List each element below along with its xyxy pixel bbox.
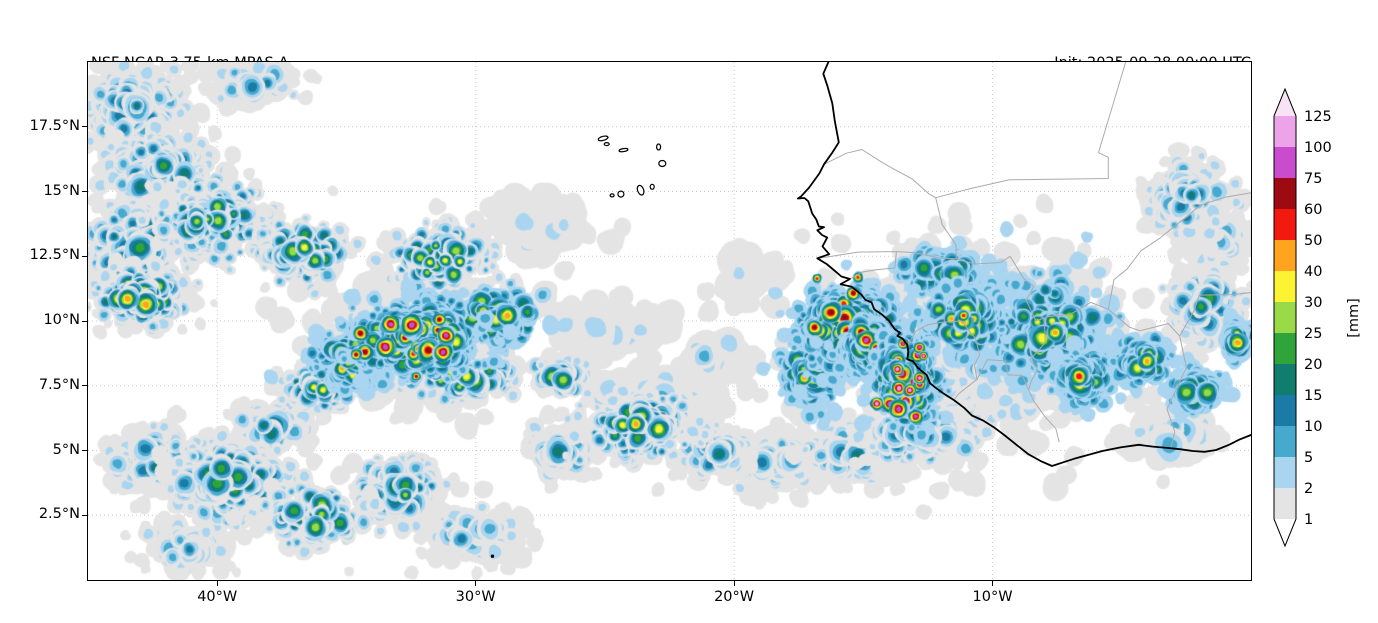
colorbar-tick-label: 1 <box>1304 512 1313 528</box>
precipitation-field-canvas <box>88 62 1251 580</box>
y-tick-label: 7.5°N <box>38 376 80 393</box>
colorbar-tick-label: 20 <box>1304 357 1322 373</box>
x-tick-mark <box>992 581 994 586</box>
colorbar-tick-label: 50 <box>1304 233 1322 249</box>
y-tick-mark <box>82 514 87 516</box>
x-tick-mark <box>475 581 477 586</box>
y-tick-label: 10°N <box>43 312 80 328</box>
y-tick-mark <box>82 126 87 128</box>
colorbar-tick-label: 2 <box>1304 481 1313 497</box>
x-tick-mark <box>216 581 218 586</box>
map-plot <box>87 61 1252 581</box>
y-tick-label: 5°N <box>52 441 80 458</box>
x-tick-label: 40°W <box>197 589 238 605</box>
x-tick-label: 20°W <box>714 589 755 605</box>
y-tick-label: 15°N <box>43 182 80 199</box>
colorbar-tick-label: 60 <box>1304 202 1322 218</box>
y-tick-mark <box>82 450 87 451</box>
y-tick-label: 2.5°N <box>38 506 80 523</box>
y-tick-mark <box>82 385 87 387</box>
colorbar-tick-label: 30 <box>1304 295 1322 311</box>
colorbar-tick-label: 75 <box>1304 171 1322 187</box>
colorbar-tick-label: 40 <box>1304 264 1322 280</box>
colorbar-tick-label: 15 <box>1304 388 1322 404</box>
x-tick-mark <box>733 581 735 586</box>
colorbar-units-label: [mm] <box>1346 298 1362 338</box>
x-tick-label: 10°W <box>972 589 1013 605</box>
x-tick-label: 30°W <box>455 589 496 605</box>
y-tick-label: 17.5°N <box>29 117 80 134</box>
y-tick-mark <box>82 255 87 257</box>
y-tick-mark <box>82 320 87 322</box>
colorbar-tick-label: 5 <box>1304 450 1313 466</box>
y-tick-label: 12.5°N <box>29 247 80 264</box>
colorbar-tick-label: 10 <box>1304 419 1322 435</box>
geo-overlay <box>490 62 1251 558</box>
colorbar-tick-label: 100 <box>1304 140 1332 156</box>
y-tick-mark <box>82 191 87 192</box>
colorbar-tick-label: 25 <box>1304 326 1322 342</box>
colorbar-tick-label: 125 <box>1304 109 1332 125</box>
